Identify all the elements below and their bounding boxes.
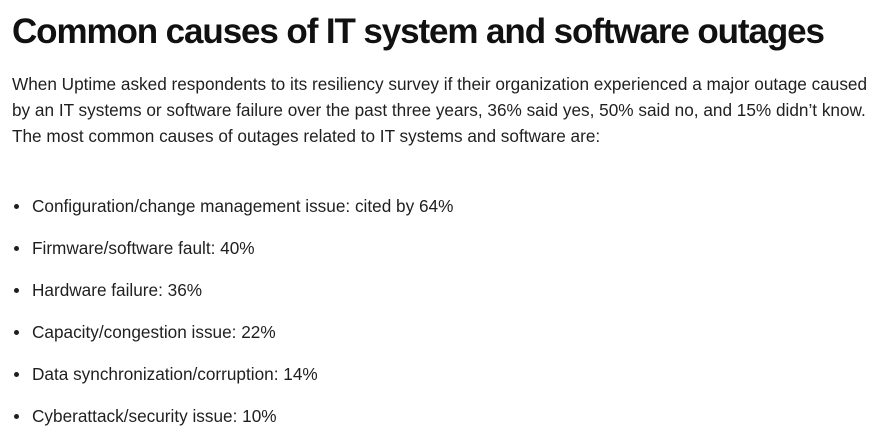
- list-item: Cyberattack/security issue: 10%: [12, 403, 894, 429]
- list-item-text: Cyberattack/security issue: 10%: [32, 406, 277, 426]
- page-title: Common causes of IT system and software …: [12, 12, 825, 51]
- bullet-icon: [14, 246, 19, 251]
- list-item-text: Hardware failure: 36%: [32, 280, 203, 300]
- intro-paragraph: When Uptime asked respondents to its res…: [12, 74, 868, 146]
- list-item-text: Configuration/change management issue: c…: [32, 196, 454, 216]
- list-item: Firmware/software fault: 40%: [12, 235, 894, 261]
- list-item-text: Data synchronization/corruption: 14%: [32, 364, 318, 384]
- bullet-icon: [14, 330, 19, 335]
- bullet-icon: [14, 414, 19, 419]
- list-item-text: Firmware/software fault: 40%: [32, 238, 255, 258]
- list-item: Configuration/change management issue: c…: [12, 193, 894, 219]
- list-item: Capacity/congestion issue: 22%: [12, 319, 894, 345]
- bullet-icon: [14, 204, 19, 209]
- bullet-icon: [14, 288, 19, 293]
- list-item-text: Capacity/congestion issue: 22%: [32, 322, 276, 342]
- list-item: Data synchronization/corruption: 14%: [12, 361, 894, 387]
- bullet-icon: [14, 372, 19, 377]
- causes-list: Configuration/change management issue: c…: [12, 193, 894, 429]
- list-item: Hardware failure: 36%: [12, 277, 894, 303]
